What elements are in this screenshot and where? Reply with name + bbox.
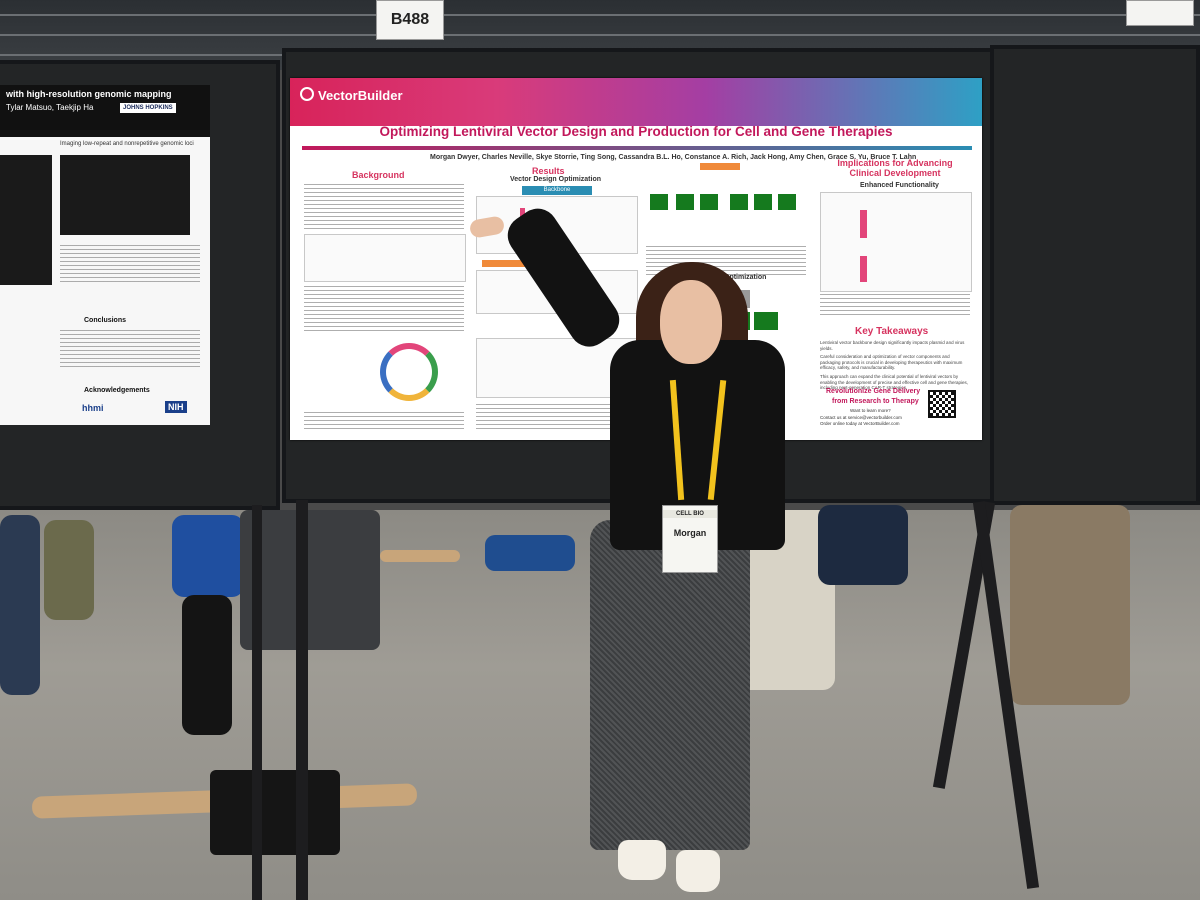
background-person — [182, 595, 232, 735]
figure-timeline — [304, 234, 466, 282]
hhmi-logo: hhmi — [82, 403, 104, 413]
presenter-shoe — [676, 850, 720, 892]
poster-tube — [380, 550, 460, 562]
text-block — [820, 294, 970, 318]
presenter-face — [660, 280, 722, 364]
left-poster-section-heading: Conclusions — [84, 317, 127, 324]
floor-bag — [485, 535, 575, 571]
enhanced-functionality-heading: Enhanced Functionality — [860, 182, 939, 189]
marker-banner — [700, 163, 740, 170]
left-poster-header: with high-resolution genomic mapping Tyl… — [0, 85, 210, 137]
plasmid-map — [380, 343, 438, 401]
qr-code — [928, 390, 956, 418]
background-person — [818, 505, 908, 585]
background-heading: Background — [352, 170, 405, 180]
title-rule — [302, 146, 972, 150]
text-block — [304, 286, 464, 334]
university-logo: JOHNS HOPKINS — [120, 103, 176, 113]
board-leg — [296, 500, 308, 900]
fluorescence-image — [778, 194, 796, 210]
name-badge: CELL BIO Morgan — [662, 505, 718, 573]
revolutionize-line-1: Revolutionize Gene Delivery — [826, 388, 921, 395]
takeaway-item: Careful consideration and optimization o… — [820, 354, 963, 370]
fluorescence-image — [730, 194, 748, 210]
bar-mark — [860, 210, 867, 238]
text-block — [304, 412, 464, 432]
text-block — [476, 404, 636, 430]
text-block — [304, 184, 464, 230]
presenter-pants — [590, 520, 750, 850]
poster-authors: Morgan Dwyer, Charles Neville, Skye Stor… — [430, 154, 917, 161]
badge-name: Morgan — [673, 528, 707, 538]
text-block — [60, 330, 200, 370]
text-block — [60, 245, 200, 285]
vectorbuilder-logo-icon — [300, 87, 314, 101]
left-poster-section-heading: Acknowledgements — [84, 387, 150, 394]
board-leg — [252, 505, 262, 900]
brand-name: VectorBuilder — [318, 88, 403, 103]
revolutionize-line-2: from Research to Therapy — [832, 398, 919, 405]
takeaway-item: Lentiviral vector backbone design signif… — [820, 340, 965, 351]
booth-sign-blank — [1126, 0, 1194, 26]
left-poster-authors: Tylar Matsuo, Taekjip Ha — [6, 103, 94, 112]
tote-bag — [210, 770, 340, 855]
left-poster-title: with high-resolution genomic mapping — [6, 89, 172, 99]
folding-chair — [240, 510, 380, 650]
fluorescence-image — [754, 312, 778, 330]
background-person — [172, 515, 244, 597]
fluorescence-image — [676, 194, 694, 210]
presenter-shoe — [618, 840, 666, 880]
fluorescence-image — [700, 194, 718, 210]
key-takeaways-heading: Key Takeaways — [855, 326, 929, 337]
contact-text: Contact us at service@vectorbuilder.com — [820, 415, 902, 420]
fluorescence-image — [754, 194, 772, 210]
microscopy-panel — [0, 155, 52, 285]
left-poster-section-heading: Imaging low-repeat and nonrepetitive gen… — [60, 141, 194, 147]
microscopy-panel — [60, 155, 190, 235]
poster-title: Optimizing Lentiviral Vector Design and … — [379, 124, 893, 139]
results-heading: Results — [532, 166, 565, 176]
brand-band — [290, 78, 982, 126]
vector-design-heading: Vector Design Optimization — [510, 176, 602, 183]
fluorescence-image — [650, 194, 668, 210]
bar-mark — [860, 256, 867, 282]
left-poster: with high-resolution genomic mapping Tyl… — [0, 85, 210, 425]
booth-number-sign: B488 — [376, 0, 444, 40]
background-person — [0, 515, 40, 695]
nih-logo: NIH — [165, 401, 187, 413]
order-text: Order online today at VectorBuilder.com — [820, 421, 900, 426]
badge-event: CELL BIO — [663, 510, 717, 518]
backbone-banner: Backbone — [522, 186, 592, 195]
learn-more-text: Want to learn more? — [850, 408, 891, 413]
optimization-heading: Optimization — [724, 274, 767, 281]
background-person — [1010, 505, 1130, 705]
background-person — [44, 520, 94, 620]
ceiling-truss — [0, 34, 1200, 36]
takeaway-item: This approach can expand the clinical po… — [820, 374, 969, 390]
implications-heading: Implications for Advancing Clinical Deve… — [837, 158, 953, 178]
right-poster-board — [990, 45, 1200, 505]
figure-functionality — [820, 192, 972, 292]
ceiling-truss — [0, 14, 1200, 16]
